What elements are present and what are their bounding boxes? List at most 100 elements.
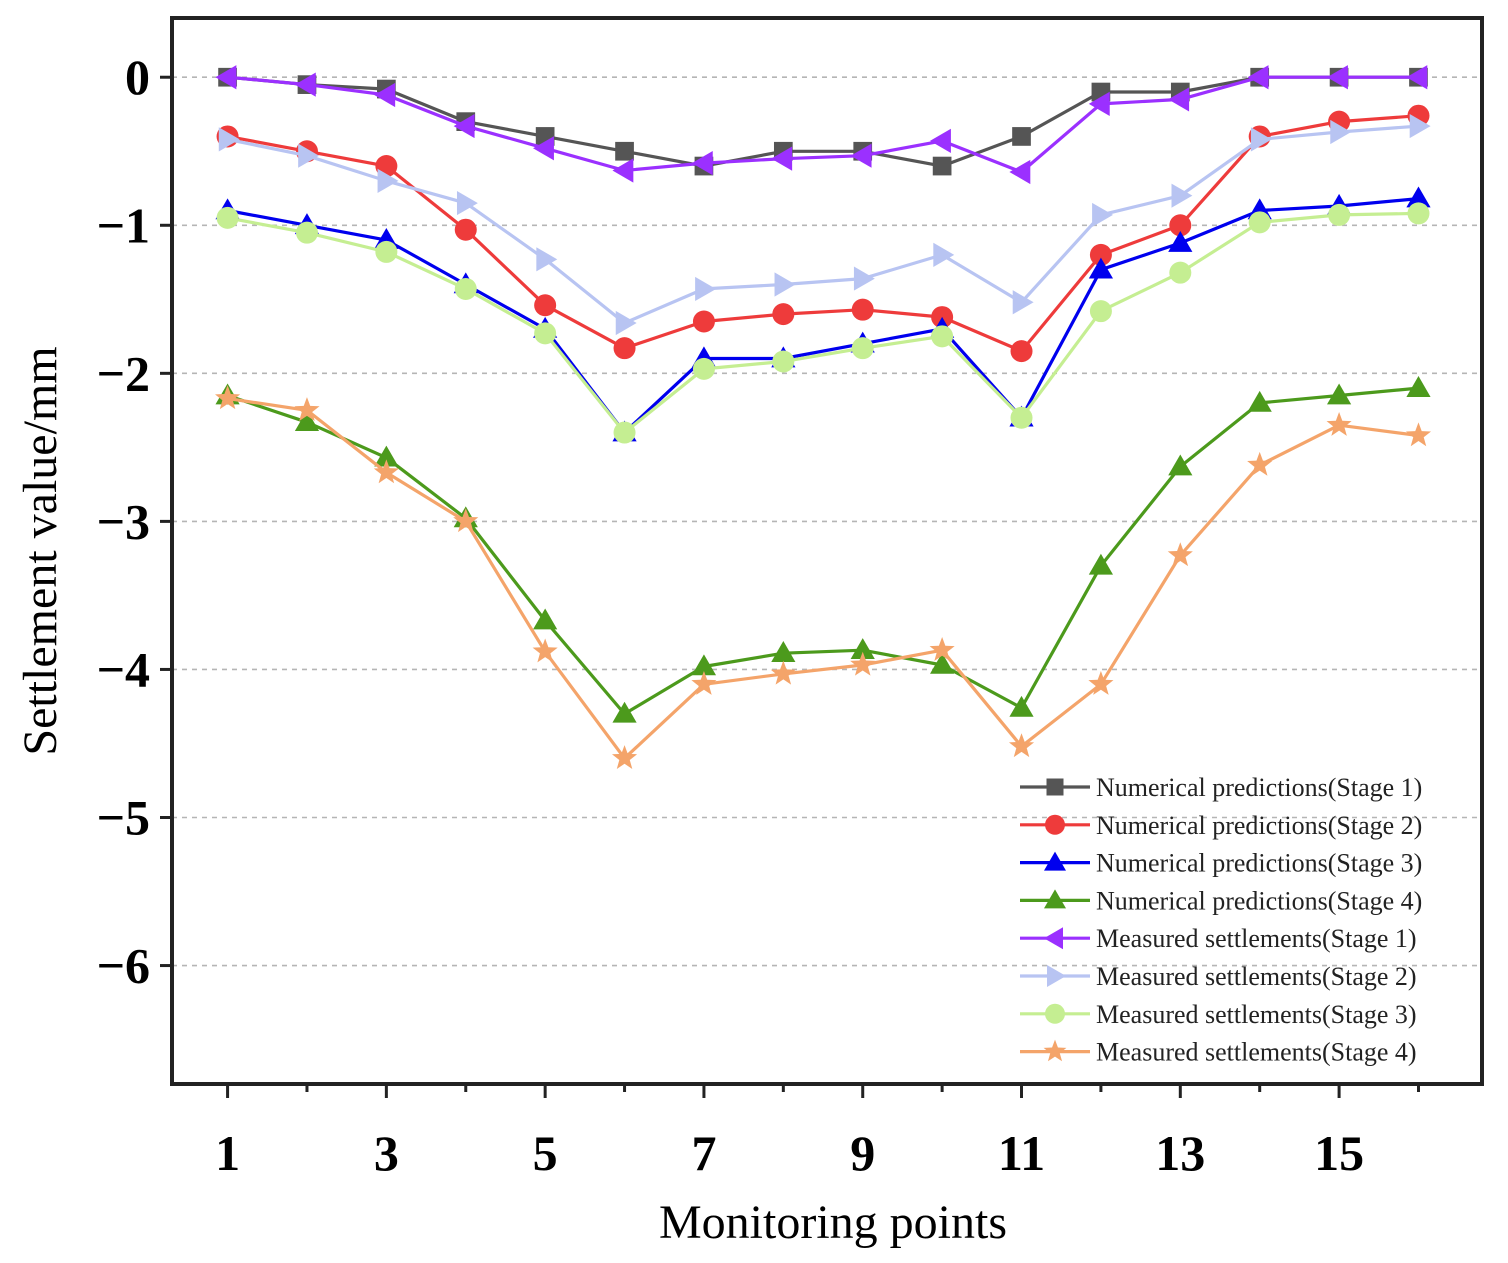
series-1 [218,67,1428,176]
legend-marker [1043,1039,1067,1062]
data-point [298,143,320,168]
legend-marker [1045,1003,1065,1024]
legend-item: Numerical predictions(Stage 3) [1020,849,1422,878]
x-tick-label: 15 [1314,1125,1364,1181]
data-point [851,337,874,360]
legend-label: Numerical predictions(Stage 1) [1096,773,1422,802]
data-point [534,322,557,345]
data-point [615,141,634,161]
data-point [1012,290,1034,315]
data-point [1405,422,1432,447]
data-point [373,459,399,484]
data-point [1089,300,1112,323]
series-line [227,197,1419,435]
legend-label: Measured settlements(Stage 3) [1096,1000,1417,1029]
legend-marker [1045,814,1065,835]
data-point [933,242,955,267]
legend: Numerical predictions(Stage 1) Numerical … [1020,773,1422,1067]
series-5 [215,65,1428,185]
data-point [294,72,316,97]
data-point [1088,91,1110,116]
data-point [930,128,951,153]
legend-label: Measured settlements(Stage 4) [1096,1038,1417,1067]
data-point [932,156,952,176]
series-line [227,114,1419,353]
data-point [691,150,713,176]
legend-label: Measured settlements(Stage 2) [1096,962,1417,991]
data-point [375,240,398,263]
data-point [532,638,558,663]
data-point [615,310,637,336]
data-point [533,136,554,161]
legend-marker [1046,778,1064,796]
data-point [454,277,477,300]
y-tick-label: −3 [97,493,151,549]
y-tick-label: −5 [97,790,151,846]
y-tick-label: −6 [97,938,151,994]
series-line [227,396,1419,760]
legend-label: Measured settlements(Stage 1) [1096,924,1417,953]
data-point [456,190,478,216]
data-point [534,294,557,317]
data-point [931,325,954,348]
data-point [1168,230,1193,252]
data-point [1406,376,1431,397]
series-line [227,211,1419,435]
data-point [1406,186,1431,208]
data-point [1092,202,1114,228]
y-tick-label: 0 [125,49,150,105]
data-point [613,337,636,360]
data-point [611,745,638,769]
series-line [227,124,1419,325]
legend-item: Measured settlements(Stage 3) [1020,1000,1417,1029]
legend-marker [1047,965,1066,987]
data-point [454,218,477,241]
data-point [1010,406,1033,429]
data-point [295,221,318,244]
data-point [216,206,239,229]
y-axis-title: Settlement value/mm [14,346,67,755]
series-line [227,75,1419,174]
data-point [1247,390,1272,412]
data-point [772,303,795,326]
data-point [215,65,237,90]
data-point [1089,243,1112,266]
data-point [1330,119,1352,145]
data-point [850,651,876,676]
data-point [1406,65,1428,90]
data-point [1168,454,1193,476]
x-tick-label: 13 [1155,1125,1205,1181]
data-point [1247,65,1269,90]
x-tick-label: 7 [691,1125,716,1181]
data-point [1169,214,1192,237]
data-point [1326,65,1348,90]
data-point [850,638,875,659]
data-point [1012,127,1031,146]
data-point [536,247,558,272]
data-point [1248,211,1271,234]
data-point [1326,411,1352,436]
data-point [374,445,399,467]
legend-label: Numerical predictions(Stage 4) [1096,886,1422,915]
data-point [294,397,320,422]
series-6 [218,113,1431,336]
legend-marker [1044,927,1063,950]
x-tick-label: 1 [215,1125,240,1181]
series-7 [216,202,1430,444]
series-line [227,75,1419,168]
data-point [612,701,637,723]
y-tick-label: −1 [97,197,151,253]
data-point [771,641,796,662]
data-point [218,127,240,152]
data-point [691,654,717,676]
data-point [294,410,320,431]
series-4 [215,376,1431,723]
data-point [612,158,634,183]
legend-item: Numerical predictions(Stage 1) [1020,773,1422,802]
series-8 [215,385,1432,769]
legend-marker [1044,851,1066,871]
data-point [695,276,717,302]
data-point [930,652,955,674]
data-point [1009,159,1031,185]
data-point [853,266,875,291]
